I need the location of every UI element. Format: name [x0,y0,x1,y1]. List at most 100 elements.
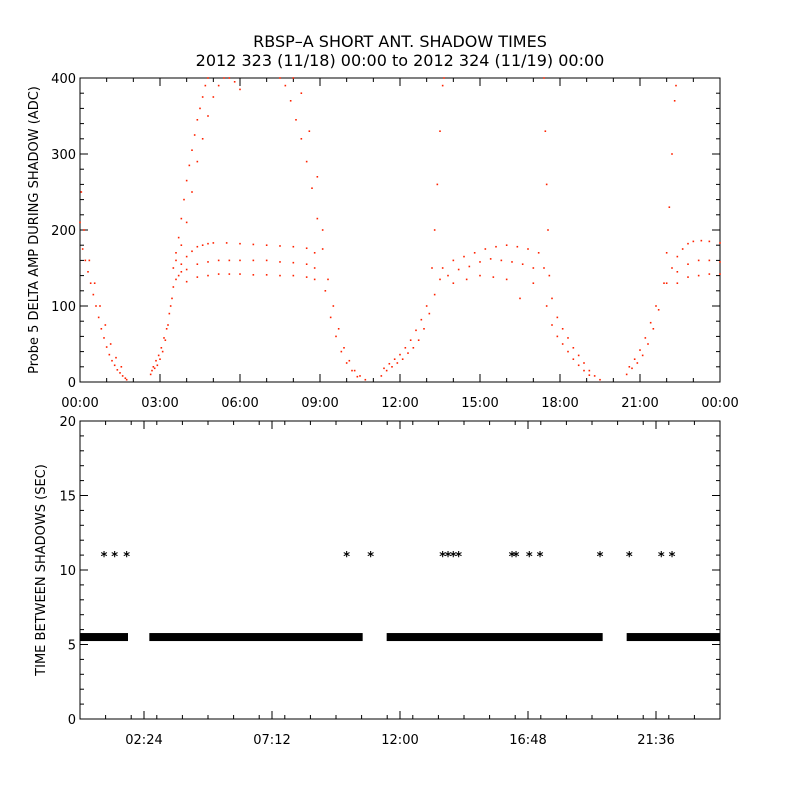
data-point [452,259,455,262]
chart-subtitle: 2012 323 (11/18) 00:00 to 2012 324 (11/1… [195,51,605,70]
data-point [207,261,209,263]
data-point [719,242,721,244]
data-point [671,153,673,155]
data-point [543,77,545,79]
data-point [665,252,668,254]
data-point [204,84,207,87]
data-point [588,374,591,376]
data-point [100,328,103,330]
data-point [665,282,668,284]
data-point [380,375,383,377]
data-point [252,274,255,276]
data-point [252,259,255,262]
data-point [295,119,297,121]
data-point [159,358,161,360]
data-point [120,366,123,368]
data-point [463,255,465,258]
data-point [163,337,165,339]
data-point [468,265,471,268]
data-point [212,242,215,244]
data-point [404,347,407,349]
data-point [527,248,529,250]
data-point: * [445,550,452,565]
x-tick-label: 12:00 [381,396,418,411]
data-point [199,107,201,110]
data-point [521,263,524,265]
data-point [393,358,396,360]
data-point [671,267,673,269]
data-point [479,261,481,263]
data-point [149,373,152,376]
data-point [160,347,163,349]
data-point [183,198,185,201]
data-point [233,81,236,83]
data-point [157,354,160,357]
chart-panel-1: 0 100 200 300 400 00:00 03:00 06:00 09:00 12:00 15… [27,72,739,411]
data-point [708,273,711,275]
x-tick-label: 09:00 [301,396,338,411]
data-point [547,229,549,231]
data-band [149,633,363,642]
data-point [177,274,180,277]
data-point [88,259,91,262]
data-point [356,375,359,378]
data-point [636,362,639,364]
data-point [172,286,175,288]
data-point [500,259,503,262]
data-point [676,282,679,284]
data-point [649,321,652,324]
data-point [207,115,209,117]
data-point [239,259,241,262]
data-point [545,183,548,186]
data-point [81,248,84,250]
data-point [631,367,633,370]
data-point [196,263,199,265]
data-point [532,267,535,269]
data-point [572,347,575,349]
data-point: * [626,550,633,565]
data-point [439,278,441,281]
data-point [201,244,204,246]
data-point [399,353,401,356]
data-point [185,280,188,283]
data-point [104,324,107,326]
data-point [340,350,343,353]
data-point [567,350,569,353]
data-point [583,362,585,364]
data-point [80,191,83,193]
data-point [655,305,657,307]
data-point [588,369,591,372]
data-point [644,337,647,339]
data-point [180,263,183,265]
data-point [332,305,335,307]
data-point [279,261,281,263]
data-point [409,339,412,341]
data-point [447,274,449,277]
data-series [79,77,721,381]
data-point [265,244,268,246]
data-point [543,267,545,269]
data-point [116,369,119,371]
data-point [167,324,169,326]
data-point [109,343,112,345]
data-point [668,206,671,208]
data-point: * [450,550,457,565]
data-point [191,250,193,253]
data-point [505,244,508,246]
data-point [675,84,677,87]
plot-frame [79,420,721,720]
data-point [415,329,417,332]
data-point [279,245,281,247]
data-point [545,305,548,307]
y-tick-label: 15 [59,490,76,505]
x-tick-label: 18:00 [541,396,578,411]
data-point [383,367,385,370]
data-point [657,309,660,311]
data-point [431,267,433,269]
data-point [420,318,423,321]
data-point [321,229,324,231]
data-point [313,267,316,269]
data-point [292,245,295,248]
data-point [207,242,209,245]
data-point [172,267,175,269]
